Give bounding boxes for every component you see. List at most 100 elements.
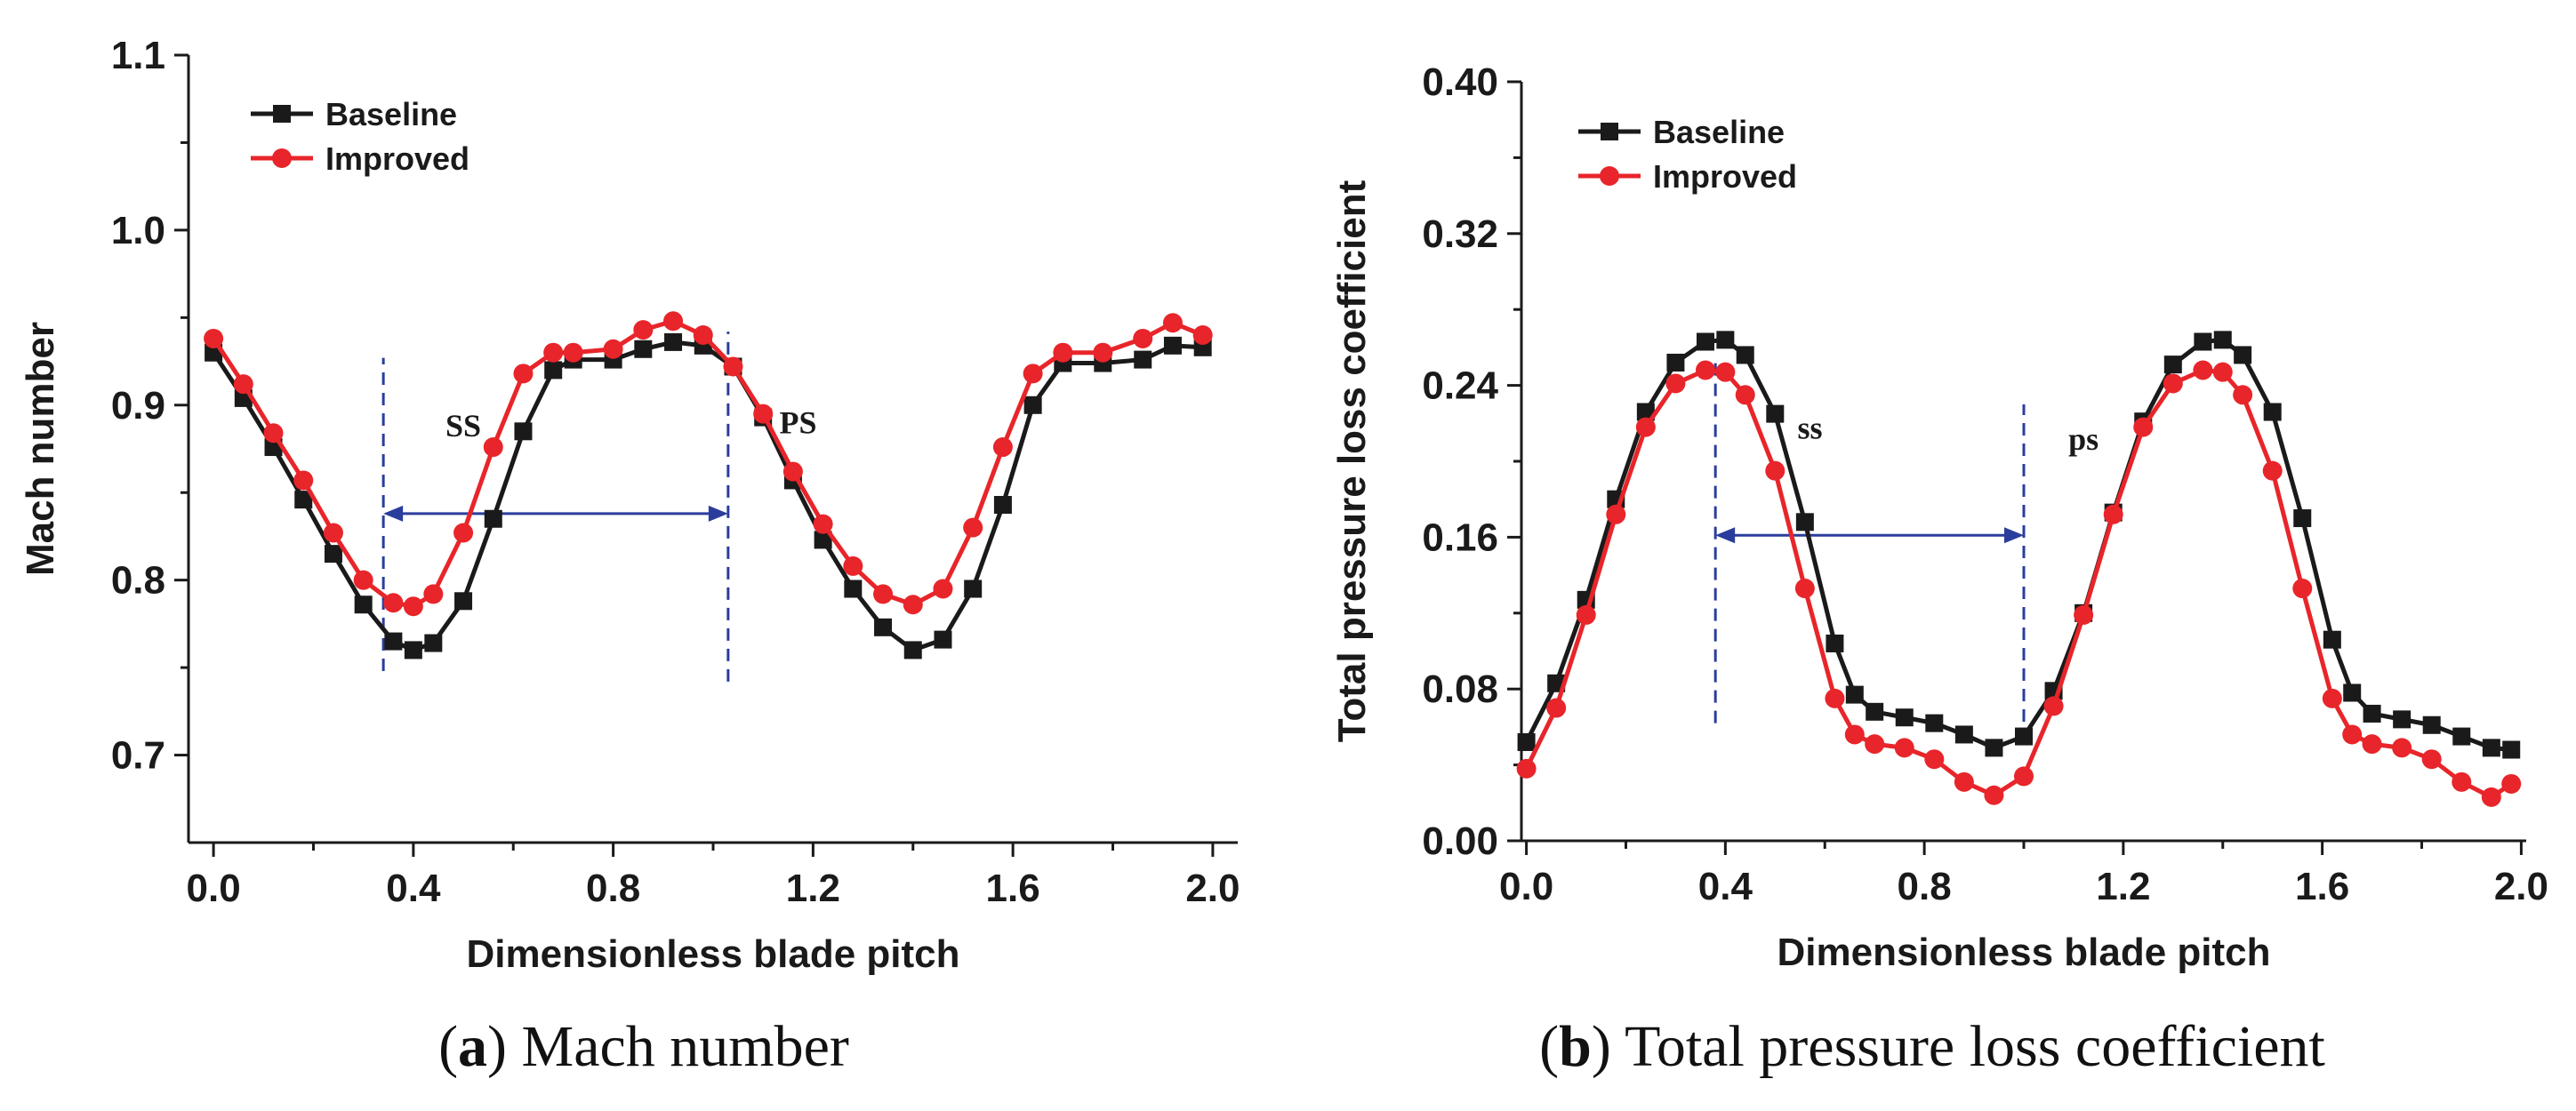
data-point-baseline (1736, 346, 1754, 364)
data-point-improved (813, 514, 833, 534)
data-point-improved (1192, 325, 1213, 346)
data-point-baseline (2163, 356, 2182, 374)
data-point-improved (2193, 360, 2213, 380)
series-line-baseline (1524, 337, 2512, 753)
y-tick-label: 0.9 (111, 384, 165, 428)
data-point-improved (1635, 417, 1656, 437)
data-point-baseline (2343, 683, 2362, 702)
data-point-improved (2452, 771, 2472, 792)
data-point-improved (563, 342, 583, 363)
data-point-improved (2322, 688, 2342, 708)
mach-number-chart: 0.0 0.4 0.8 1.2 1.6 2.0 0.7 0.8 0.9 1.0 1.1 Dimensi… (19, 34, 1240, 976)
data-point-baseline (2502, 740, 2521, 759)
data-point-baseline (404, 641, 422, 659)
data-point-improved (1516, 758, 1537, 779)
data-point-baseline (1636, 403, 1655, 421)
data-point-baseline (2194, 332, 2212, 351)
data-point-baseline (1163, 336, 1182, 355)
data-point-improved (1865, 734, 1885, 755)
data-point-improved (1984, 785, 2004, 805)
y-axis-title: Mach number (19, 322, 62, 576)
y-tick-label: 0.32 (1422, 212, 1498, 256)
x-tick-label: 0.4 (386, 867, 441, 910)
data-point-improved (753, 404, 774, 424)
pitch-arrow-head-left (383, 505, 404, 522)
data-point-baseline (1696, 332, 1714, 351)
data-point-improved (293, 470, 314, 491)
data-point-improved (933, 579, 953, 599)
y-tick-label: 0.7 (111, 734, 165, 778)
data-point-improved (453, 523, 474, 543)
data-point-improved (1576, 604, 1596, 625)
data-point-baseline (484, 509, 502, 528)
data-point-baseline (2363, 704, 2381, 723)
legend-marker (1601, 123, 1618, 140)
caption-letter: a (458, 1014, 488, 1079)
data-point-improved (2421, 749, 2442, 770)
pitch-arrow-head-right (2004, 527, 2024, 544)
pitch-arrow-head-left (1715, 527, 1736, 544)
data-point-baseline (903, 641, 922, 659)
data-point-improved (233, 374, 253, 395)
data-point-improved (873, 584, 894, 604)
y-axis-title: Total pressure loss coefficient (1330, 180, 1374, 742)
legend-marker (273, 105, 291, 123)
x-axis-title: Dimensionless blade pitch (1777, 931, 2270, 974)
series-line-baseline (212, 340, 1203, 652)
y-tick-label: 1.0 (111, 209, 165, 252)
data-point-baseline (2263, 403, 2282, 421)
data-point-improved (2262, 460, 2283, 481)
data-point-improved (2074, 604, 2094, 625)
data-point-improved (1765, 460, 1786, 481)
legend-marker (272, 148, 292, 168)
data-point-baseline (1517, 732, 1536, 751)
data-point-improved (2212, 362, 2233, 382)
x-tick-label: 1.6 (986, 867, 1040, 910)
data-point-baseline (1716, 331, 1735, 349)
annotation-label: ss (1797, 410, 1822, 445)
y-tick-label: 0.24 (1422, 364, 1498, 408)
x-tick-label: 0.4 (1698, 865, 1753, 908)
data-point-improved (323, 523, 343, 543)
data-point-improved (1894, 738, 1914, 758)
data-point-improved (1162, 313, 1183, 333)
x-tick-label: 1.6 (2295, 865, 2349, 908)
x-tick-label: 2.0 (1185, 867, 1240, 910)
data-point-baseline (964, 579, 983, 598)
pitch-arrow-head-right (708, 505, 728, 522)
data-point-improved (693, 325, 713, 346)
data-point-improved (2342, 724, 2363, 745)
data-point-baseline (2323, 630, 2341, 649)
data-point-improved (782, 461, 803, 482)
data-point-improved (992, 437, 1013, 458)
data-point-baseline (2015, 727, 2033, 746)
x-tick-label: 0.0 (187, 867, 241, 910)
data-point-baseline (514, 422, 533, 441)
data-point-improved (383, 593, 404, 613)
data-point-improved (1133, 328, 1153, 348)
data-point-baseline (814, 531, 832, 549)
data-point-baseline (2422, 715, 2441, 734)
data-point-improved (1023, 364, 1043, 384)
data-point-improved (963, 517, 983, 538)
data-point-baseline (1954, 725, 1973, 744)
data-point-baseline (1023, 396, 1042, 414)
data-point-baseline (2234, 346, 2252, 364)
annotation-label: SS (445, 408, 481, 444)
data-point-improved (423, 584, 444, 604)
caption-b: (b) Total pressure loss coefficient (1539, 1014, 2325, 1079)
x-tick-label: 1.2 (2096, 865, 2150, 908)
data-point-improved (1794, 579, 1815, 599)
data-point-improved (2501, 773, 2522, 794)
data-point-improved (513, 364, 534, 384)
data-point-improved (2014, 766, 2034, 787)
data-point-baseline (1985, 739, 2003, 757)
panel-mach-number: 0.0 0.4 0.8 1.2 1.6 2.0 0.7 0.8 0.9 1.0 1.1 Dimensi… (19, 34, 1240, 1079)
data-point-improved (2292, 579, 2313, 599)
data-point-baseline (1795, 513, 1814, 532)
data-point-improved (1093, 342, 1113, 363)
caption-a: (a) Mach number (438, 1014, 849, 1079)
annotation-label: ps (2068, 421, 2099, 457)
x-axis-title: Dimensionless blade pitch (466, 932, 959, 976)
y-tick-label: 0.08 (1422, 667, 1498, 711)
